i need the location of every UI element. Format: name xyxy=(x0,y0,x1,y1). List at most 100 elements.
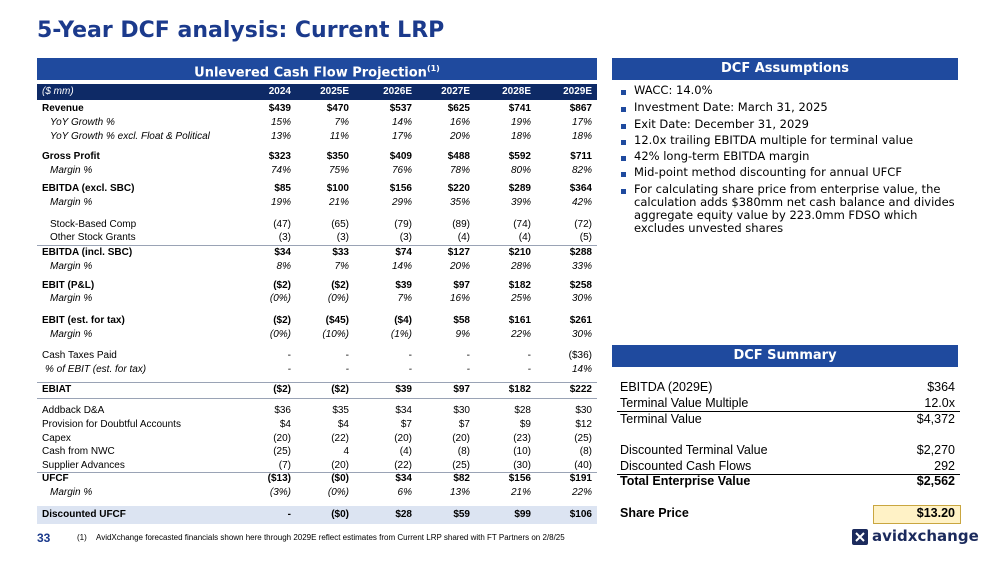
row-value: $34 xyxy=(395,405,412,416)
row-value: - xyxy=(466,350,470,361)
summary-value: $13.20 xyxy=(916,506,955,520)
row-value: (0%) xyxy=(269,293,291,304)
row-value: $33 xyxy=(332,247,349,258)
row-label: Margin % xyxy=(50,487,93,498)
row-value: 7% xyxy=(334,117,349,128)
row-value: $592 xyxy=(508,151,531,162)
row-value: 21% xyxy=(328,197,349,208)
bullet-text: Exit Date: December 31, 2029 xyxy=(634,117,809,131)
row-value: $106 xyxy=(569,509,592,520)
row-value: - xyxy=(527,364,531,375)
row-value: 16% xyxy=(449,117,470,128)
row-value: (4) xyxy=(399,446,412,457)
row-value: $625 xyxy=(447,103,470,114)
row-value: 80% xyxy=(510,165,531,176)
row-value: $488 xyxy=(447,151,470,162)
row-value: $97 xyxy=(453,280,470,291)
row-value: ($2) xyxy=(331,384,349,395)
row-value: (23) xyxy=(513,433,531,444)
row-label: Addback D&A xyxy=(42,405,105,416)
row-value: 11% xyxy=(329,131,349,142)
column-header: 2029E xyxy=(563,86,592,97)
column-header: 2027E xyxy=(441,86,470,97)
row-label: EBIT (P&L) xyxy=(42,280,95,291)
row-value: (22) xyxy=(331,433,349,444)
row-value: 7% xyxy=(334,261,349,272)
row-label: Cash from NWC xyxy=(42,446,115,457)
row-value: 19% xyxy=(510,117,531,128)
row-value: 14% xyxy=(571,364,592,375)
column-header: 2025E xyxy=(320,86,349,97)
row-value: 17% xyxy=(391,131,412,142)
row-value: 13% xyxy=(270,131,291,142)
slide-title: 5-Year DCF analysis: Current LRP xyxy=(37,18,445,43)
row-value: $7 xyxy=(458,419,470,430)
column-header-bar xyxy=(37,84,597,100)
row-label: Capex xyxy=(42,433,71,444)
row-value: $156 xyxy=(389,183,412,194)
row-value: $364 xyxy=(569,183,592,194)
row-label: Margin % xyxy=(50,261,93,272)
row-value: (3) xyxy=(399,232,412,243)
row-value: 42% xyxy=(571,197,592,208)
row-value: 30% xyxy=(571,329,592,340)
row-value: - xyxy=(466,364,470,375)
page-number: 33 xyxy=(37,531,51,545)
row-value: (3%) xyxy=(269,487,291,498)
row-value: ($0) xyxy=(331,473,349,484)
row-value: 29% xyxy=(391,197,412,208)
summary-value: $2,270 xyxy=(916,443,955,457)
row-value: ($45) xyxy=(325,315,349,326)
row-rule xyxy=(37,398,597,399)
bullet-marker xyxy=(621,140,626,145)
row-value: $35 xyxy=(332,405,349,416)
row-value: $261 xyxy=(569,315,592,326)
row-value: $4 xyxy=(337,419,349,430)
column-header: 2024 xyxy=(268,86,291,97)
row-value: - xyxy=(408,350,412,361)
row-value: 7% xyxy=(397,293,412,304)
row-value: 13% xyxy=(449,487,470,498)
row-value: (3) xyxy=(278,232,291,243)
highlight-row xyxy=(37,506,597,524)
footnote: AvidXchange forecasted financials shown … xyxy=(96,533,565,542)
row-value: - xyxy=(287,350,291,361)
row-label: Cash Taxes Paid xyxy=(42,350,117,361)
row-value: (8) xyxy=(457,446,470,457)
summary-label: Terminal Value Multiple xyxy=(620,396,749,410)
row-value: 17% xyxy=(571,117,592,128)
row-value: $82 xyxy=(453,473,470,484)
row-value: (1%) xyxy=(390,329,412,340)
row-value: 18% xyxy=(571,131,592,142)
bullet-text: WACC: 14.0% xyxy=(634,83,713,97)
row-value: 74% xyxy=(270,165,291,176)
row-value: $34 xyxy=(395,473,412,484)
row-value: (0%) xyxy=(327,293,349,304)
row-value: (3) xyxy=(336,232,349,243)
summary-value: 12.0x xyxy=(924,396,955,410)
summary-label: Terminal Value xyxy=(620,412,702,426)
bullet-marker xyxy=(621,124,626,129)
projection-header: Unlevered Cash Flow Projection(1) xyxy=(37,58,597,80)
row-value: (4) xyxy=(457,232,470,243)
row-value: $409 xyxy=(389,151,412,162)
row-value: 25% xyxy=(510,293,531,304)
row-value: $470 xyxy=(326,103,349,114)
row-label: Margin % xyxy=(50,329,93,340)
row-value: (25) xyxy=(273,446,291,457)
row-value: (30) xyxy=(513,460,531,471)
column-header: 2028E xyxy=(502,86,531,97)
projection-note: (1) xyxy=(426,64,440,73)
row-value: $127 xyxy=(447,247,470,258)
summary-label: Discounted Terminal Value xyxy=(620,443,768,457)
row-label: Discounted UFCF xyxy=(42,509,126,520)
row-value: $28 xyxy=(395,509,412,520)
row-label: YoY Growth % xyxy=(50,117,115,128)
row-value: $74 xyxy=(395,247,412,258)
bullet-marker xyxy=(621,156,626,161)
assumptions-header: DCF Assumptions xyxy=(612,58,958,80)
row-value: $288 xyxy=(569,247,592,258)
row-value: $350 xyxy=(326,151,349,162)
row-value: (10%) xyxy=(322,329,349,340)
bullet-marker xyxy=(621,90,626,95)
